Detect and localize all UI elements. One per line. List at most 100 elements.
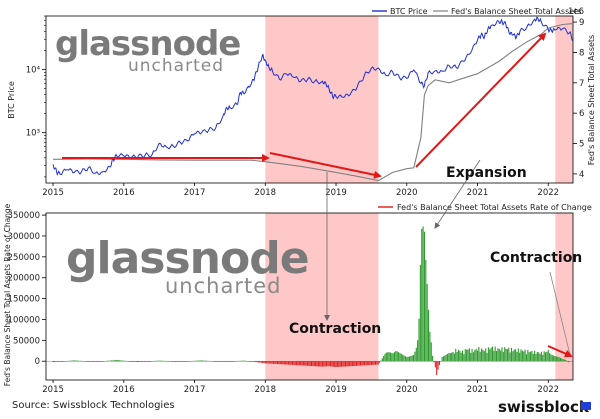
roc-bar	[321, 361, 323, 367]
roc-bar	[381, 358, 383, 362]
roc-bar	[568, 361, 570, 363]
roc-bar	[558, 357, 560, 362]
roc-bar	[353, 361, 355, 367]
roc-bar	[140, 361, 143, 362]
roc-bar	[483, 351, 485, 362]
roc-bar	[260, 361, 262, 363]
roc-bar	[528, 352, 530, 362]
expansion-label: Expansion	[446, 165, 527, 181]
roc-bar	[325, 361, 328, 367]
roc-bar	[471, 348, 473, 362]
roc-bar	[264, 361, 266, 364]
bottom-xtick-label: 2021	[467, 385, 489, 395]
roc-bar	[79, 360, 81, 362]
fed-assets-line	[53, 23, 574, 182]
roc-bar	[68, 360, 70, 362]
roc-bar	[332, 361, 334, 367]
roc-bar	[211, 361, 213, 362]
roc-bar	[497, 348, 499, 362]
roc-bar	[179, 361, 181, 362]
roc-bar	[457, 349, 460, 362]
roc-bar	[147, 361, 149, 362]
roc-bar	[225, 361, 227, 362]
roc-bar	[162, 360, 164, 362]
roc-bar	[120, 360, 122, 362]
bottom-y-ticks: 0 50000 100000 150000 200000 250000 300000 3500…	[8, 211, 46, 367]
roc-bar	[490, 347, 492, 362]
roc-bar	[139, 361, 141, 362]
roc-bar	[516, 351, 518, 362]
bottom-watermark: glassnode uncharted	[66, 233, 310, 298]
roc-bar	[422, 226, 424, 362]
roc-bar	[512, 351, 514, 362]
roc-bar	[504, 347, 506, 362]
roc-bar	[131, 361, 133, 362]
roc-bar	[414, 351, 416, 362]
top-xtick-label: 2022	[537, 188, 559, 198]
roc-bar	[208, 360, 211, 362]
roc-bar	[94, 361, 96, 362]
roc-bar	[304, 361, 306, 366]
roc-bar	[113, 360, 115, 362]
roc-bar	[115, 360, 117, 362]
roc-bar	[241, 360, 243, 362]
roc-bar	[343, 361, 345, 367]
roc-bar	[161, 360, 163, 362]
roc-bar	[408, 356, 411, 362]
roc-bar	[317, 361, 319, 367]
top-xtick-label: 2018	[254, 188, 276, 198]
roc-bar	[336, 361, 338, 367]
roc-bar	[544, 352, 547, 362]
roc-bar	[387, 352, 389, 362]
roc-bar	[286, 361, 288, 365]
roc-bar	[478, 347, 480, 362]
roc-bar	[315, 361, 317, 367]
roc-bar	[57, 361, 60, 362]
roc-bar	[417, 340, 419, 362]
roc-bar	[223, 361, 226, 362]
roc-bar	[90, 361, 92, 362]
roc-bar	[440, 361, 442, 362]
roc-bar	[177, 361, 179, 362]
roc-bar	[263, 361, 265, 364]
roc-bar	[266, 361, 268, 364]
bottom-xtick-label: 2017	[184, 385, 206, 395]
roc-bar	[466, 349, 468, 362]
watermark-brand-bottom: glassnode	[66, 233, 309, 284]
roc-bar	[213, 361, 215, 362]
roc-bar	[119, 360, 121, 362]
roc-bar	[192, 360, 194, 362]
roc-bar	[368, 361, 370, 366]
roc-bar	[287, 361, 289, 365]
roc-bar	[268, 361, 270, 364]
roc-bar	[357, 361, 359, 366]
roc-bar	[536, 351, 538, 362]
roc-bar	[331, 361, 333, 367]
roc-bar	[83, 361, 85, 362]
roc-bar	[316, 361, 318, 367]
roc-bar	[282, 361, 284, 365]
roc-bar	[271, 361, 273, 364]
top-ytick-label: 10³	[26, 129, 40, 139]
brand-name: swissblock	[498, 398, 590, 416]
shaded-period-bottom-0	[265, 213, 379, 380]
roc-bar	[214, 361, 216, 362]
roc-bar	[388, 352, 390, 362]
roc-bar	[240, 360, 242, 362]
roc-bar	[72, 360, 75, 362]
roc-bar	[262, 361, 264, 363]
roc-bar	[176, 361, 178, 362]
roc-bar	[281, 361, 283, 365]
roc-bar	[346, 361, 348, 367]
roc-bar	[320, 361, 322, 367]
roc-bar	[399, 353, 401, 362]
roc-bar	[339, 361, 341, 367]
roc-bar	[155, 360, 158, 362]
roc-bar	[376, 361, 378, 365]
roc-bar	[138, 361, 140, 362]
legend-label-roc: Fed's Balance Sheet Total Assets Rate of…	[397, 203, 592, 212]
roc-bar	[481, 348, 483, 362]
roc-bar	[52, 361, 54, 363]
roc-bar	[385, 352, 387, 362]
top-x-ticks: 2015 2016 2017 2018 2019 2020 2021 2022	[42, 183, 559, 198]
